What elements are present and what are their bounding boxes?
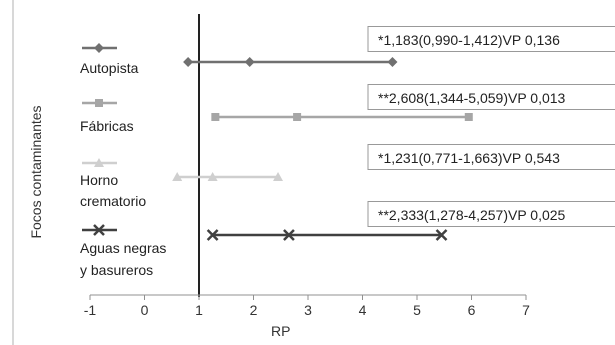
legend-marker: [93, 224, 105, 236]
x-tick-label: 0: [141, 302, 149, 318]
data-point: [283, 229, 295, 241]
annotation-1: *1,183(0,990-1,412)VP 0,136: [367, 26, 615, 52]
x-tick-label: 3: [304, 302, 312, 318]
data-point: [206, 229, 219, 241]
data-point: [211, 113, 220, 121]
annotation-box: [367, 144, 615, 170]
annotation-4: **2,333(1,278-4,257)VP 0,025: [367, 201, 615, 227]
category-label: y basureros: [80, 262, 153, 278]
category-label: Autopista: [80, 60, 139, 76]
data-point: [183, 57, 194, 67]
x-axis-title: RP: [271, 323, 290, 339]
legend-marker: [94, 158, 104, 167]
series-3: [172, 172, 284, 181]
annotation-text: *1,183(0,990-1,412)VP 0,136: [378, 32, 560, 48]
annotation-2: **2,608(1,344-5,059)VP 0,013: [367, 84, 615, 110]
x-tick-label: 5: [413, 302, 421, 318]
annotation-box: [367, 201, 615, 227]
annotation-box: [367, 26, 615, 52]
category-label: crematorio: [80, 193, 146, 209]
x-tick-label: -1: [84, 302, 97, 318]
x-tick-label: 4: [359, 302, 367, 318]
category-label: Aguas negras: [80, 240, 166, 256]
data-point: [273, 172, 284, 181]
legend-key-2: [82, 99, 117, 107]
data-point: [172, 172, 183, 181]
annotation-text: **2,608(1,344-5,059)VP 0,013: [378, 90, 566, 106]
series-2: [211, 113, 473, 121]
data-point: [387, 57, 398, 67]
data-point: [244, 57, 255, 67]
legend-key-3: [82, 158, 117, 167]
annotation-text: **2,333(1,278-4,257)VP 0,025: [378, 207, 566, 223]
x-tick-label: 7: [522, 302, 530, 318]
x-tick-label: 1: [195, 302, 203, 318]
category-label: Horno: [80, 172, 118, 188]
legend-key-4: [82, 224, 117, 236]
annotation-box: [367, 84, 615, 110]
x-tick-label: 2: [250, 302, 258, 318]
category-label: Fábricas: [80, 118, 134, 134]
legend-key-1: [82, 43, 117, 53]
y-axis-title: Focos contaminantes: [28, 105, 44, 238]
data-point: [435, 229, 448, 241]
x-tick-label: 6: [468, 302, 476, 318]
data-point: [293, 113, 302, 121]
data-point: [464, 113, 473, 121]
annotation-3: *1,231(0,771-1,663)VP 0,543: [367, 144, 615, 170]
series-4: [206, 229, 448, 241]
series-1: [183, 57, 398, 67]
data-point: [207, 172, 218, 181]
legend-marker: [94, 43, 104, 53]
legend-marker: [95, 99, 103, 107]
annotation-text: *1,231(0,771-1,663)VP 0,543: [378, 150, 560, 166]
